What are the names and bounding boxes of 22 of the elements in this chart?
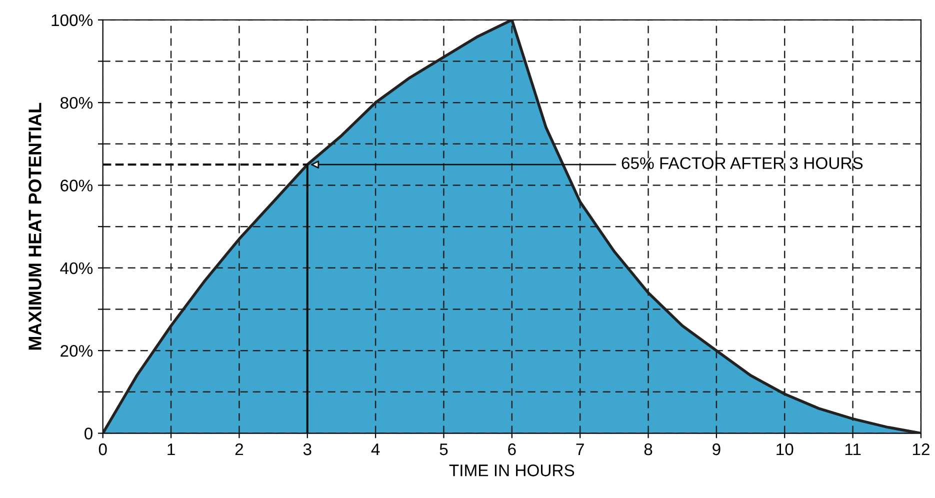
y-tick-label: 80% <box>60 96 93 109</box>
x-tick-label: 2 <box>235 443 243 456</box>
y-axis-title: MAXIMUM HEAT POTENTIAL <box>28 102 42 350</box>
x-tick-label: 1 <box>168 444 175 456</box>
y-tick-label: 20% <box>60 344 93 357</box>
y-tick-label: 100% <box>52 14 93 26</box>
x-tick-label: 9 <box>712 443 720 456</box>
y-tick-label: 60% <box>60 180 93 192</box>
x-tick-label: 12 <box>912 443 930 456</box>
x-tick-label: 10 <box>776 443 794 456</box>
x-tick-label: 7 <box>576 444 584 456</box>
x-tick-label: 8 <box>644 443 652 456</box>
x-axis-title: TIME IN HOURS <box>449 464 574 476</box>
x-tick-label: 11 <box>845 444 861 456</box>
x-tick-label: 4 <box>371 444 380 456</box>
annotation: 65% FACTOR AFTER 3 HOURS <box>622 157 863 170</box>
y-tick-label: 0 <box>84 428 92 440</box>
x-tick-label: 3 <box>303 443 312 456</box>
x-tick-label: 6 <box>508 443 516 456</box>
y-tick-label: 40% <box>60 262 93 274</box>
x-tick-label: 5 <box>440 444 448 456</box>
x-tick-label: 0 <box>98 443 107 456</box>
